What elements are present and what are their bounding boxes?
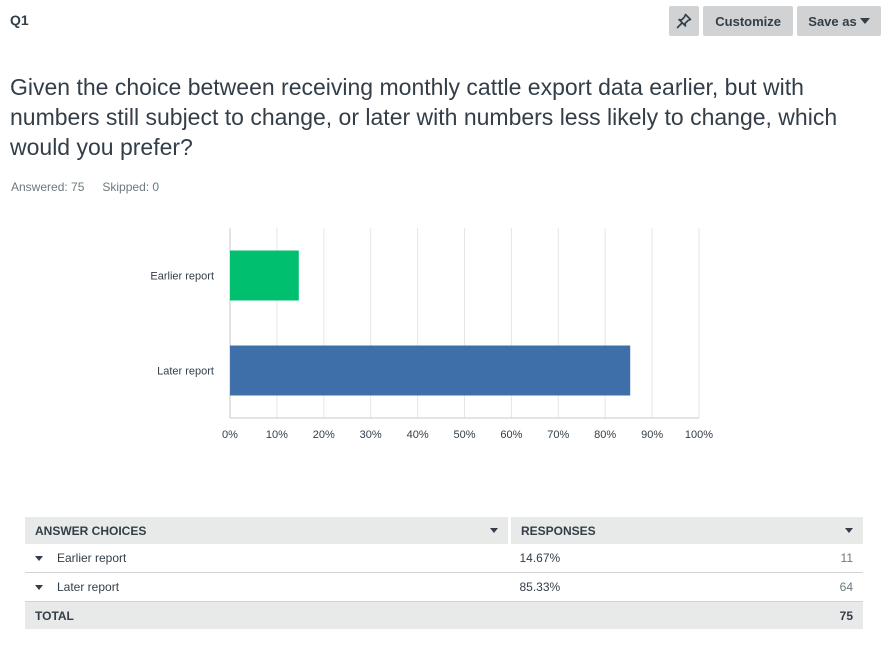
answer-choices-header-label: ANSWER CHOICES bbox=[35, 523, 147, 538]
bar-chart: 0% 10% 20% 30% 40% 50% 60% 70% 80% 90% 100% Earlier… bbox=[150, 228, 713, 441]
response-stats: Answered: 75 Skipped: 0 bbox=[11, 180, 159, 194]
x-tick-label: 70% bbox=[547, 429, 569, 441]
choice-label: Later report bbox=[57, 580, 120, 594]
x-tick-label: 10% bbox=[266, 429, 288, 441]
skipped-count: Skipped: 0 bbox=[102, 180, 160, 194]
question-title: Given the choice between receiving month… bbox=[10, 74, 838, 160]
percent-cell: 85.33% bbox=[509, 572, 738, 602]
customize-button[interactable]: Customize bbox=[703, 6, 793, 36]
chevron-down-icon bbox=[859, 18, 870, 24]
sort-chevron-icon[interactable] bbox=[490, 528, 498, 533]
save-as-button[interactable]: Save as bbox=[797, 6, 881, 36]
expand-chevron-icon[interactable] bbox=[35, 585, 43, 591]
x-tick-label: 60% bbox=[500, 429, 522, 441]
total-spacer bbox=[509, 601, 738, 629]
category-label: Later report bbox=[157, 366, 214, 378]
responses-header-label: RESPONSES bbox=[521, 523, 596, 538]
total-label: TOTAL bbox=[25, 601, 510, 629]
results-table: ANSWER CHOICES RESPONSES Earlier report … bbox=[25, 517, 863, 629]
pin-button[interactable] bbox=[669, 6, 700, 36]
expand-chevron-icon[interactable] bbox=[35, 556, 43, 562]
x-tick-label: 90% bbox=[641, 429, 663, 441]
x-tick-label: 40% bbox=[407, 429, 429, 441]
responses-header[interactable]: RESPONSES bbox=[508, 517, 863, 544]
choice-cell: Later report bbox=[25, 572, 510, 602]
percent-cell: 14.67% bbox=[509, 544, 738, 573]
count-cell: 64 bbox=[737, 572, 863, 602]
table-row: Earlier report 14.67% 11 bbox=[25, 544, 863, 573]
total-count: 75 bbox=[737, 601, 863, 629]
answered-count: Answered: 75 bbox=[11, 180, 85, 194]
choice-cell: Earlier report bbox=[25, 544, 510, 573]
total-row: TOTAL 75 bbox=[25, 601, 863, 629]
x-tick-label: 50% bbox=[453, 429, 475, 441]
x-tick-label: 100% bbox=[685, 429, 713, 441]
bar bbox=[230, 345, 631, 396]
choice-label: Earlier report bbox=[57, 551, 127, 565]
question-number: Q1 bbox=[10, 12, 29, 28]
sort-chevron-icon[interactable] bbox=[845, 528, 853, 533]
x-tick-label: 0% bbox=[222, 429, 238, 441]
count-cell: 11 bbox=[737, 544, 863, 573]
save-as-label: Save as bbox=[808, 13, 857, 29]
answer-choices-header[interactable]: ANSWER CHOICES bbox=[25, 517, 510, 544]
category-label: Earlier report bbox=[150, 271, 214, 283]
bar bbox=[230, 250, 299, 301]
toolbar: Customize Save as bbox=[669, 6, 881, 36]
x-tick-label: 30% bbox=[360, 429, 382, 441]
table-row: Later report 85.33% 64 bbox=[25, 572, 863, 602]
x-tick-label: 20% bbox=[313, 429, 335, 441]
x-tick-label: 80% bbox=[594, 429, 616, 441]
pin-icon bbox=[676, 13, 692, 29]
